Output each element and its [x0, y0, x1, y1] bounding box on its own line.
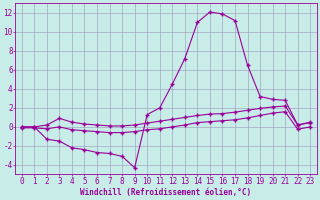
- X-axis label: Windchill (Refroidissement éolien,°C): Windchill (Refroidissement éolien,°C): [80, 188, 252, 197]
